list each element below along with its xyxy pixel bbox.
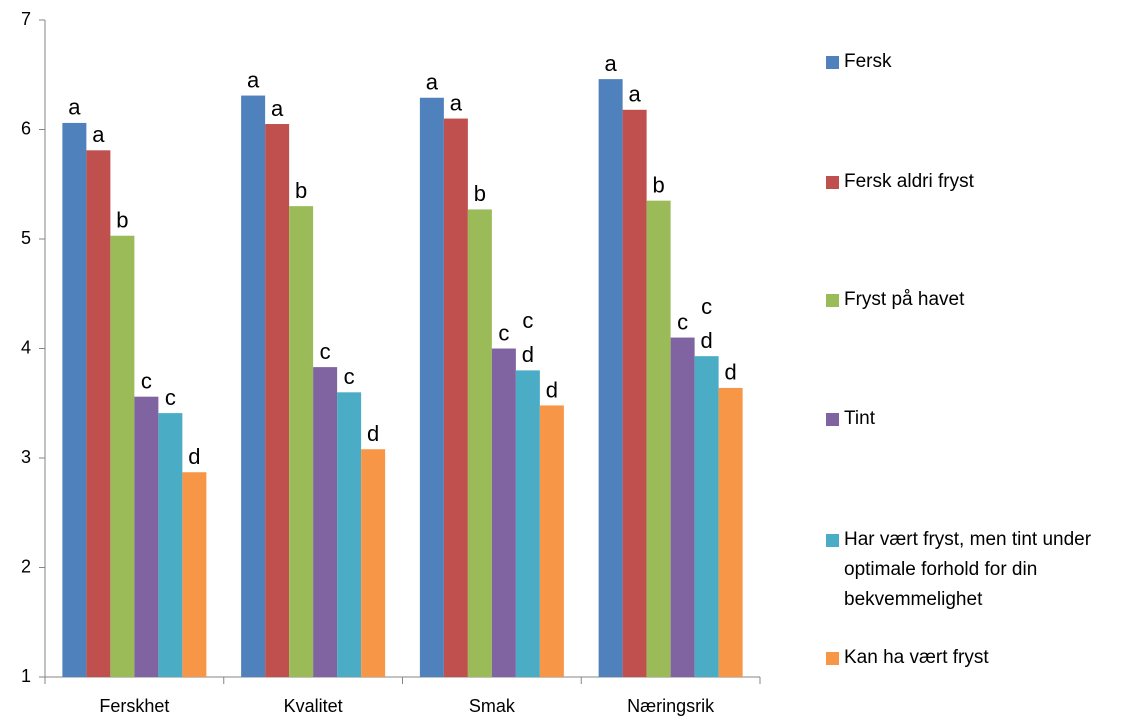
bar (694, 356, 719, 677)
legend-item: Fryst på havet (826, 285, 1144, 315)
bar-annotation: c (522, 308, 533, 333)
bar (337, 392, 362, 677)
legend-item: Fersk (826, 47, 1144, 77)
bar-annotation: d (367, 421, 379, 446)
y-tick-label: 7 (21, 9, 31, 29)
bar-annotation: d (522, 342, 534, 367)
bar-annotation: b (295, 178, 307, 203)
legend-label: Har vært fryst, men tint under optimale … (844, 529, 1092, 610)
legend-swatch (826, 56, 839, 69)
bar-annotation: d (546, 377, 558, 402)
bar-annotation: b (653, 172, 665, 197)
bar-annotation: a (247, 67, 260, 92)
bar (718, 387, 743, 677)
legend-item: Fersk aldri fryst (826, 167, 1144, 197)
y-tick-label: 6 (21, 118, 31, 138)
bar (539, 405, 564, 677)
bar-annotation: c (498, 320, 509, 345)
legend-label: Fersk aldri fryst (844, 171, 974, 192)
bar (361, 449, 386, 677)
bar (646, 200, 671, 678)
legend-swatch (826, 176, 839, 189)
bar-annotation: a (629, 82, 642, 107)
bar (670, 337, 695, 677)
bar-annotation: c (165, 385, 176, 410)
legend-label: Kan ha vært fryst (844, 647, 989, 668)
x-tick-label: Kvalitet (284, 696, 343, 716)
bar-annotation: c (677, 309, 688, 334)
bar-annotation: b (474, 181, 486, 206)
bar (515, 370, 540, 677)
bar (241, 95, 266, 678)
bar (443, 118, 468, 678)
bar (622, 109, 647, 678)
y-tick-label: 1 (21, 666, 31, 686)
legend-item: Har vært fryst, men tint under optimale … (826, 525, 1144, 615)
y-tick-label: 5 (21, 228, 31, 248)
bar-annotation: a (68, 95, 81, 120)
bar (491, 348, 516, 677)
bar (419, 97, 444, 678)
bar-annotation: a (271, 96, 284, 121)
bar (289, 206, 314, 677)
bar-annotation: d (725, 360, 737, 385)
bar-annotation: c (701, 294, 712, 319)
bar-annotation: d (188, 444, 200, 469)
legend-label: Fryst på havet (844, 289, 965, 310)
x-tick-label: Ferskhet (99, 696, 169, 716)
bar-annotation: c (344, 364, 355, 389)
bar-annotation: d (701, 328, 713, 353)
bar (134, 396, 159, 677)
y-tick-label: 2 (21, 556, 31, 576)
bar (110, 235, 135, 677)
bar-annotation: c (320, 339, 331, 364)
bar (158, 413, 183, 677)
legend-item: Tint (826, 404, 1144, 434)
x-tick-label: Næringsrik (627, 696, 715, 716)
legend-swatch (826, 413, 839, 426)
bar (313, 367, 338, 677)
bar (86, 150, 111, 677)
y-tick-label: 3 (21, 447, 31, 467)
legend-item: Kan ha vært fryst (826, 643, 1144, 673)
bar-annotation: a (450, 90, 463, 115)
y-tick-label: 4 (21, 337, 31, 357)
legend: Fersk Fersk aldri fryst Fryst på havet Tint… (826, 0, 1148, 722)
bar (467, 209, 492, 677)
bar-annotation: a (92, 122, 105, 147)
legend-swatch (826, 534, 839, 547)
x-tick-label: Smak (469, 696, 516, 716)
legend-label: Tint (844, 408, 875, 429)
bar-annotation: a (426, 70, 439, 95)
bar-annotation: c (141, 368, 152, 393)
bar (62, 122, 87, 678)
bar-annotation: a (605, 51, 618, 76)
legend-label: Fersk (844, 51, 892, 72)
legend-swatch (826, 294, 839, 307)
bar (265, 124, 290, 677)
bar (182, 472, 207, 677)
bar (598, 79, 623, 677)
bar-annotation: b (116, 208, 128, 233)
legend-swatch (826, 652, 839, 665)
